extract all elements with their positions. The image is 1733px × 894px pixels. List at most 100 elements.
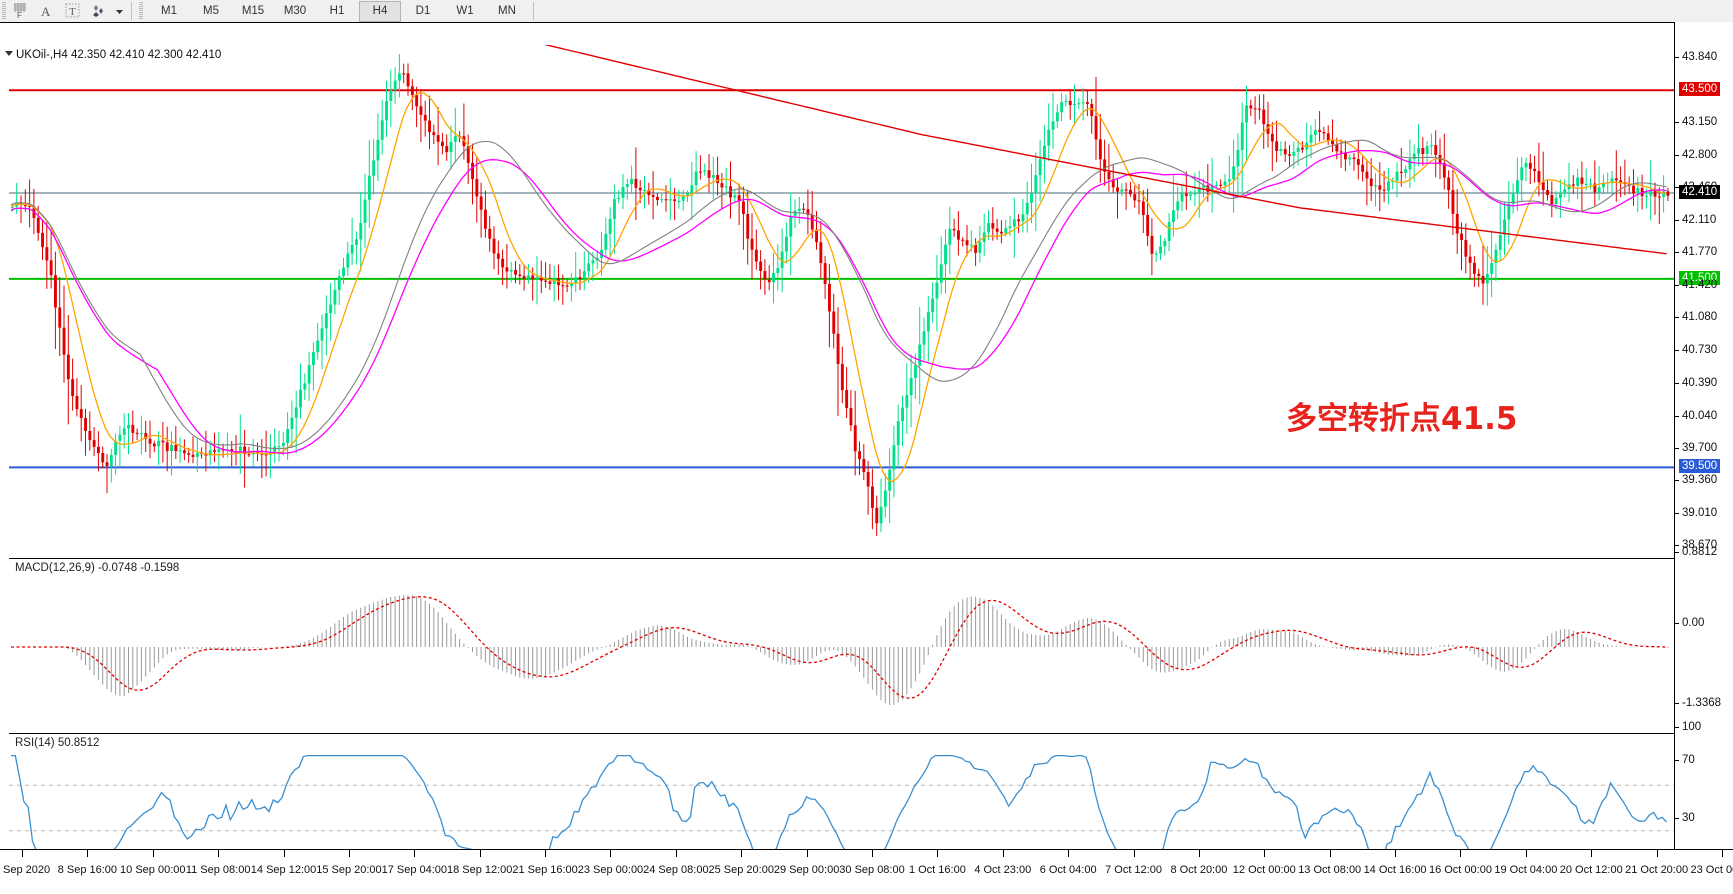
chart-annotation-text: 多空转折点41.5: [1286, 393, 1518, 438]
timeframe-grip[interactable]: [139, 2, 143, 20]
time-tick: [1722, 850, 1723, 857]
time-axis-label: 18 Sep 12:00: [447, 864, 512, 876]
time-tick: [1330, 850, 1331, 857]
price-axis-label: 40.730: [1682, 344, 1717, 356]
time-tick: [872, 850, 873, 857]
price-tick: [1675, 513, 1679, 514]
time-axis-label: 16 Oct 00:00: [1429, 864, 1492, 876]
time-axis-label: 23 Oct 00:00: [1691, 864, 1733, 876]
time-tick: [1264, 850, 1265, 857]
price-tick: [1675, 317, 1679, 318]
timeframe-m15[interactable]: M15: [233, 2, 273, 21]
toolbar-grip[interactable]: [2, 2, 6, 20]
price-tick: [1675, 480, 1679, 481]
timeframe-mn[interactable]: MN: [487, 2, 527, 21]
time-axis-label: 4 Oct 23:00: [974, 864, 1031, 876]
timeframe-w1[interactable]: W1: [445, 2, 485, 21]
time-axis-label: 29 Sep 00:00: [774, 864, 839, 876]
time-axis-label: 24 Sep 08:00: [643, 864, 708, 876]
price-chart-canvas[interactable]: [9, 45, 1674, 557]
time-tick: [22, 850, 23, 857]
price-axis-label: 39.700: [1682, 442, 1717, 454]
macd-chart-canvas[interactable]: [9, 559, 1674, 733]
price-tick: [1675, 545, 1679, 546]
time-tick: [414, 850, 415, 857]
price-tick: [1675, 285, 1679, 286]
chart-frame: UKOil-,H4 42.350 42.410 42.300 42.410 多空…: [0, 22, 1733, 893]
time-tick: [545, 850, 546, 857]
time-axis-label: 25 Sep 20:00: [708, 864, 773, 876]
rsi-tick: [1675, 760, 1679, 761]
timeframe-h4[interactable]: H4: [359, 1, 401, 22]
price-axis-label: 42.800: [1682, 149, 1717, 161]
dropdown-arrow-icon[interactable]: [112, 1, 126, 21]
time-axis-label: 30 Sep 08:00: [839, 864, 904, 876]
time-axis-label: 20 Oct 12:00: [1560, 864, 1623, 876]
time-tick: [807, 850, 808, 857]
price-scale[interactable]: 43.84043.50043.15042.80042.46042.41042.1…: [1674, 22, 1733, 893]
time-axis-label: 19 Oct 04:00: [1494, 864, 1557, 876]
crosshair-f-icon[interactable]: F: [8, 1, 34, 21]
rsi-tick: [1675, 818, 1679, 819]
text-box-icon[interactable]: T: [60, 1, 86, 21]
price-marker-label-blue[interactable]: 39.500: [1679, 459, 1720, 473]
price-tick: [1675, 350, 1679, 351]
time-axis-label: 6 Oct 04:00: [1040, 864, 1097, 876]
time-axis-label: 14 Oct 16:00: [1364, 864, 1427, 876]
time-axis-label: 23 Sep 00:00: [578, 864, 643, 876]
toolbar-divider-2: [533, 2, 534, 20]
price-marker-label-black[interactable]: 42.410: [1679, 185, 1720, 199]
price-panel[interactable]: 多空转折点41.5: [9, 45, 1674, 557]
symbol-collapse-icon[interactable]: [5, 51, 13, 56]
timeframe-m5[interactable]: M5: [191, 2, 231, 21]
time-tick: [1591, 850, 1592, 857]
time-tick: [741, 850, 742, 857]
text-label-icon[interactable]: A: [34, 1, 60, 21]
macd-panel[interactable]: MACD(12,26,9) -0.0748 -0.1598: [9, 558, 1674, 733]
price-tick: [1675, 57, 1679, 58]
price-axis-label: 39.360: [1682, 474, 1717, 486]
macd-tick: [1675, 552, 1679, 553]
time-axis-label: 12 Oct 00:00: [1233, 864, 1296, 876]
time-tick: [218, 850, 219, 857]
svg-text:T: T: [69, 6, 76, 18]
time-tick: [1395, 850, 1396, 857]
time-tick: [1134, 850, 1135, 857]
timeframe-h1[interactable]: H1: [317, 2, 357, 21]
time-axis-label: 17 Sep 04:00: [382, 864, 447, 876]
timeframe-m30[interactable]: M30: [275, 2, 315, 21]
time-tick: [610, 850, 611, 857]
time-tick: [1068, 850, 1069, 857]
price-axis-label: 41.080: [1682, 311, 1717, 323]
time-axis-label: 8 Oct 20:00: [1170, 864, 1227, 876]
price-tick: [1675, 122, 1679, 123]
timeframe-d1[interactable]: D1: [403, 2, 443, 21]
price-marker-label-red[interactable]: 43.500: [1679, 82, 1720, 96]
macd-axis-label: -1.3368: [1682, 697, 1721, 709]
rsi-axis-label: 30: [1682, 812, 1695, 824]
price-tick: [1675, 252, 1679, 253]
time-tick: [1003, 850, 1004, 857]
price-axis-label: 43.150: [1682, 116, 1717, 128]
time-tick: [676, 850, 677, 857]
time-tick: [349, 850, 350, 857]
rsi-axis-label: 100: [1682, 721, 1701, 733]
timeframe-m1[interactable]: M1: [149, 2, 189, 21]
svg-text:F: F: [17, 11, 22, 19]
time-tick: [480, 850, 481, 857]
symbol-ohlc-label: UKOil-,H4 42.350 42.410 42.300 42.410: [16, 49, 221, 61]
objects-icon[interactable]: [86, 1, 112, 21]
macd-axis-label: 0.8812: [1682, 546, 1717, 558]
price-axis-label: 41.420: [1682, 279, 1717, 291]
macd-tick: [1675, 623, 1679, 624]
macd-axis-label: 0.00: [1682, 617, 1704, 629]
price-axis-label: 43.840: [1682, 51, 1717, 63]
svg-text:A: A: [41, 4, 51, 19]
rsi-axis-label: 70: [1682, 754, 1695, 766]
price-axis-label: 42.110: [1682, 214, 1716, 226]
time-tick: [1460, 850, 1461, 857]
macd-label: MACD(12,26,9) -0.0748 -0.1598: [15, 562, 179, 574]
price-tick: [1675, 383, 1679, 384]
price-axis-label: 40.040: [1682, 410, 1717, 422]
